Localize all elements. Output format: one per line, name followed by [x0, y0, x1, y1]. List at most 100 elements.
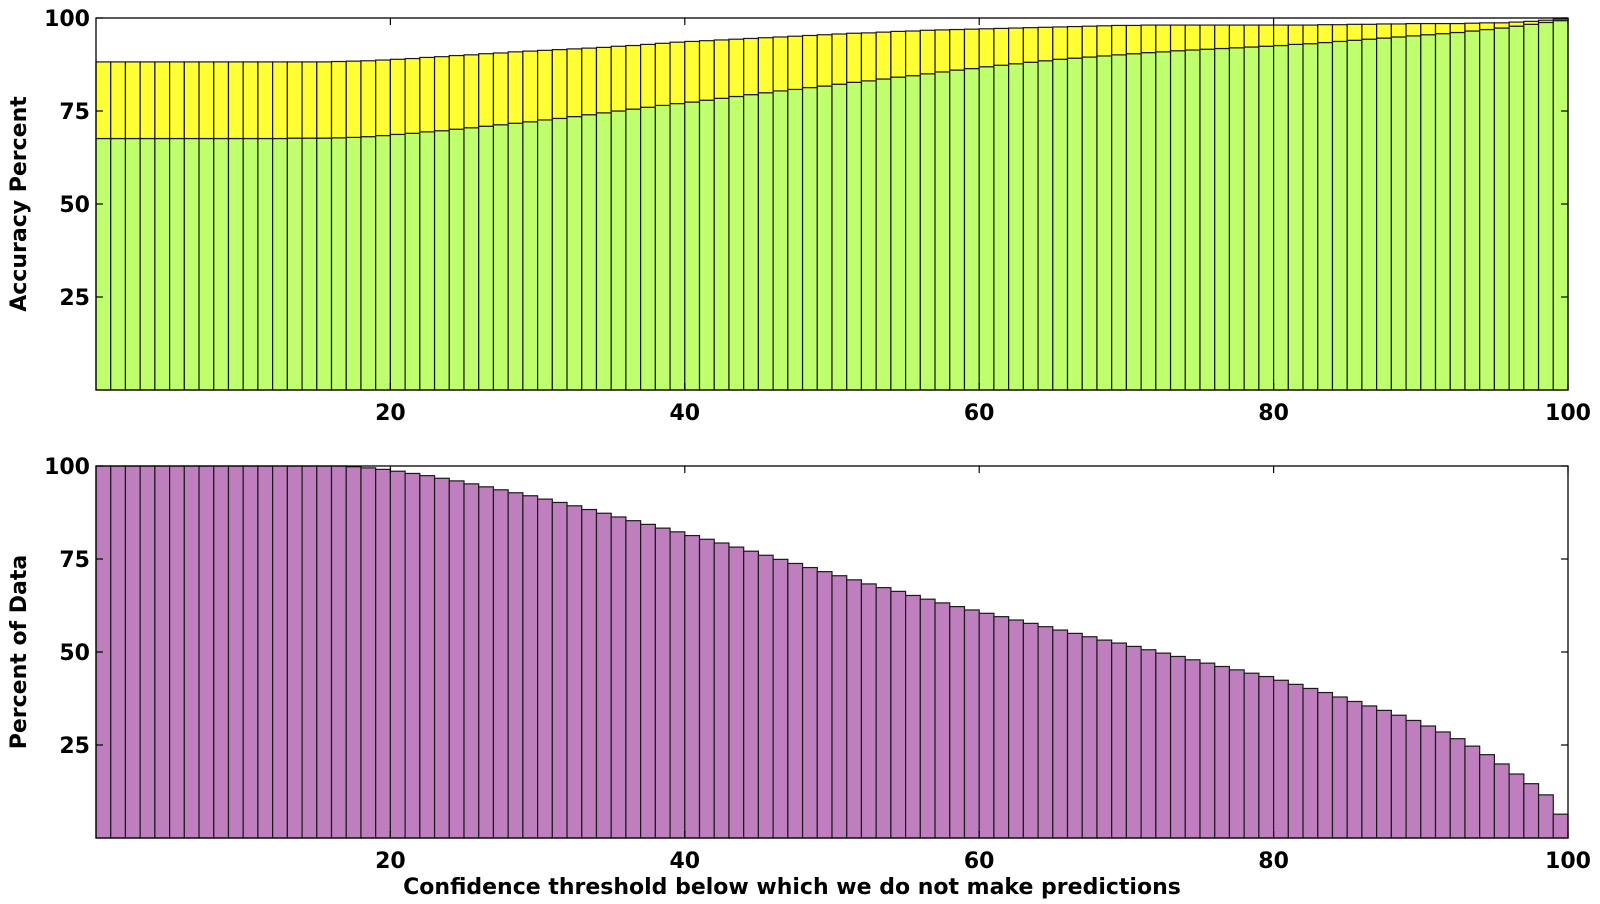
bar-series-0-x-55: [890, 590, 907, 839]
bar-series-0-x-75: [1184, 49, 1201, 391]
bar-series-0-x-65: [1037, 626, 1054, 839]
bar-series-0-x-100: [1552, 20, 1569, 391]
bar-series-1-x-40: [669, 41, 686, 105]
bar-series-1-x-9: [213, 61, 230, 140]
bar-series-1-x-74: [1169, 24, 1186, 52]
bar-series-1-x-47: [772, 36, 789, 92]
bar-series-0-x-20: [375, 468, 391, 839]
bar-series-0-x-81: [1272, 44, 1289, 391]
bar-series-1-x-21: [389, 58, 406, 136]
bar-series-0-x-100: [1552, 813, 1569, 839]
bar-series-1-x-42: [698, 40, 715, 101]
bar-series-1-x-25: [448, 54, 465, 130]
bar-series-1-x-68: [1081, 25, 1098, 58]
bar-series-1-x-28: [492, 52, 509, 126]
bar-series-0-x-89: [1390, 714, 1407, 839]
bar-series-1-x-46: [757, 37, 774, 94]
bar-series-0-x-4: [139, 465, 156, 839]
bar-series-0-x-56: [904, 75, 921, 391]
bar-series-1-x-19: [360, 60, 377, 138]
bar-series-0-x-39: [654, 527, 671, 839]
bar-series-1-x-18: [345, 60, 362, 139]
x-axis-label: Confidence threshold below which we do n…: [403, 875, 1181, 900]
bar-series-0-x-52: [846, 81, 863, 391]
bar-series-0-x-34: [581, 508, 598, 839]
bar-series-0-x-31: [536, 119, 553, 391]
bar-series-0-x-46: [757, 554, 774, 839]
bar-series-0-x-81: [1272, 679, 1289, 839]
bar-series-1-x-78: [1228, 24, 1245, 49]
bar-series-1-x-3: [124, 61, 141, 140]
bar-series-0-x-21: [389, 470, 406, 839]
bar-series-1-x-14: [286, 61, 303, 139]
bar-series-0-x-15: [301, 465, 318, 839]
bar-series-1-x-50: [816, 34, 833, 87]
bar-series-0-x-7: [183, 465, 200, 839]
bar-series-0-x-25: [448, 128, 465, 391]
bar-series-1-x-69: [1096, 25, 1113, 57]
bar-series-0-x-72: [1140, 649, 1157, 839]
bar-series-0-x-19: [360, 136, 377, 391]
x-tick-label: 40: [669, 401, 700, 426]
bar-series-1-x-80: [1258, 24, 1275, 47]
bar-series-0-x-70: [1111, 642, 1128, 839]
bar-series-0-x-29: [507, 122, 524, 391]
x-tick-label: 80: [1258, 849, 1289, 874]
bar-series-1-x-30: [522, 50, 539, 123]
bar-series-0-x-5: [154, 137, 171, 391]
bar-series-1-x-72: [1140, 24, 1157, 54]
bar-series-0-x-97: [1508, 773, 1525, 839]
bar-series-0-x-60: [963, 609, 980, 839]
bar-series-1-x-90: [1405, 22, 1422, 37]
bar-series-1-x-88: [1376, 23, 1392, 39]
bar-series-0-x-58: [934, 71, 951, 391]
bar-series-1-x-94: [1464, 22, 1481, 32]
bar-series-0-x-44: [728, 95, 745, 391]
bar-series-0-x-90: [1405, 35, 1422, 391]
bar-series-1-x-99: [1537, 19, 1554, 24]
bar-series-1-x-10: [227, 61, 244, 140]
bar-series-0-x-99: [1537, 794, 1554, 839]
bar-series-1-x-93: [1449, 22, 1466, 34]
bar-series-0-x-26: [463, 483, 480, 839]
bar-series-0-x-64: [1022, 61, 1039, 391]
bar-series-0-x-48: [787, 88, 804, 391]
bar-series-1-x-85: [1331, 24, 1348, 43]
bar-series-0-x-8: [198, 137, 215, 391]
bar-series-0-x-3: [124, 137, 141, 391]
bar-series-0-x-11: [242, 137, 259, 391]
bar-series-1-x-73: [1155, 24, 1172, 53]
bar-series-1-x-100: [1552, 18, 1569, 22]
y-tick-label: 50: [59, 193, 90, 218]
bar-series-1-x-2: [110, 61, 127, 140]
bar-series-1-x-27: [478, 53, 495, 127]
bar-series-0-x-9: [213, 465, 230, 839]
bar-series-0-x-97: [1508, 25, 1525, 391]
bar-series-0-x-72: [1140, 51, 1157, 391]
bar-series-1-x-71: [1125, 24, 1142, 55]
bar-series-0-x-32: [551, 501, 568, 839]
bar-series-0-x-28: [492, 124, 509, 391]
bar-series-0-x-7: [183, 137, 200, 391]
bar-series-0-x-63: [1008, 63, 1024, 391]
bar-series-0-x-94: [1464, 745, 1481, 839]
bar-series-0-x-22: [404, 472, 421, 839]
x-tick-label: 60: [964, 849, 995, 874]
bar-series-1-x-4: [139, 61, 156, 140]
bar-series-1-x-92: [1434, 22, 1451, 35]
bar-series-1-x-64: [1022, 27, 1039, 63]
bar-series-0-x-73: [1155, 51, 1172, 391]
y-tick-label: 50: [59, 641, 90, 666]
bar-series-0-x-14: [286, 465, 303, 839]
bar-series-0-x-60: [963, 67, 980, 391]
bar-series-0-x-13: [272, 137, 288, 391]
bar-series-1-x-77: [1214, 24, 1231, 50]
bar-series-1-x-49: [801, 34, 818, 89]
bar-series-0-x-34: [581, 114, 598, 391]
bar-series-0-x-62: [993, 616, 1010, 839]
bar-series-0-x-23: [419, 131, 436, 391]
bar-series-0-x-67: [1066, 57, 1083, 391]
bar-series-1-x-60: [963, 28, 980, 70]
